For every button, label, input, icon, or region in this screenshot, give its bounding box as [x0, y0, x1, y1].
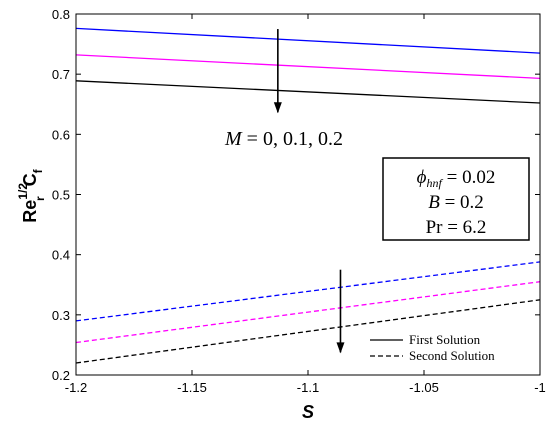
param-pr-sym: Pr	[426, 217, 444, 238]
y-tick-label: 0.3	[52, 308, 70, 323]
y-tick-label: 0.8	[52, 7, 70, 22]
legend-label-second: Second Solution	[409, 348, 495, 363]
y-tick-label: 0.7	[52, 67, 70, 82]
arrow-upper-head	[273, 102, 282, 114]
x-tick-label: -1.05	[409, 380, 439, 395]
series-line-5	[75, 281, 541, 344]
x-tick-label: -1.15	[177, 380, 207, 395]
param-b-rhs: = 0.2	[440, 192, 484, 213]
y-axis-title-sup: 1/2	[16, 183, 30, 200]
legend: First Solution Second Solution	[370, 332, 495, 363]
x-axis-title: S	[302, 402, 314, 422]
series-line-3	[75, 80, 541, 104]
x-tick-label: -1	[534, 380, 546, 395]
param-phi: ϕhnf = 0.02	[417, 167, 496, 190]
param-phi-rhs: = 0.02	[442, 167, 495, 188]
param-phi-sym: ϕ	[417, 167, 427, 188]
series-layer	[75, 27, 541, 364]
x-tick-label: -1.2	[65, 380, 87, 395]
y-tick-label: 0.5	[52, 188, 70, 203]
legend-label-first: First Solution	[409, 332, 481, 347]
parameters-box-frame	[382, 157, 530, 241]
param-pr-rhs: = 6.2	[442, 217, 486, 238]
x-tick-label: -1.1	[297, 380, 319, 395]
param-b-sym: B	[428, 192, 440, 213]
y-axis-title-main: C	[20, 173, 40, 186]
series-line-2	[75, 54, 541, 80]
series-line-4	[75, 261, 541, 322]
axes-layer: -1.2 -1.15 -1.1 -1.05 -1 0.2 0.3 0.4 0.5 0.6 0.7 0.…	[52, 7, 546, 395]
arrow-lower-head	[336, 342, 345, 354]
series-line-6	[75, 299, 541, 364]
y-axis-title-sub: r	[33, 196, 47, 201]
y-axis-title-base: Re	[20, 200, 40, 223]
series-line-1	[75, 27, 541, 54]
y-tick-label: 0.6	[52, 127, 70, 142]
param-phi-sub: hnf	[427, 176, 444, 190]
m-annotation-rhs: = 0, 0.1, 0.2	[242, 128, 343, 150]
y-tick-label: 0.4	[52, 248, 70, 263]
y-axis-title-main-sub: f	[31, 168, 45, 173]
annotations-layer	[273, 29, 345, 354]
y-axis-title: Re1/2 r Cf	[16, 168, 47, 222]
param-pr: Pr = 6.2	[426, 217, 487, 238]
param-b: B = 0.2	[428, 192, 484, 213]
y-tick-label: 0.2	[52, 368, 70, 383]
parameters-box: ϕhnf = 0.02 B = 0.2 Pr = 6.2	[382, 157, 530, 241]
m-annotation: M = 0, 0.1, 0.2	[224, 128, 343, 150]
m-annotation-lhs: M	[224, 128, 243, 150]
